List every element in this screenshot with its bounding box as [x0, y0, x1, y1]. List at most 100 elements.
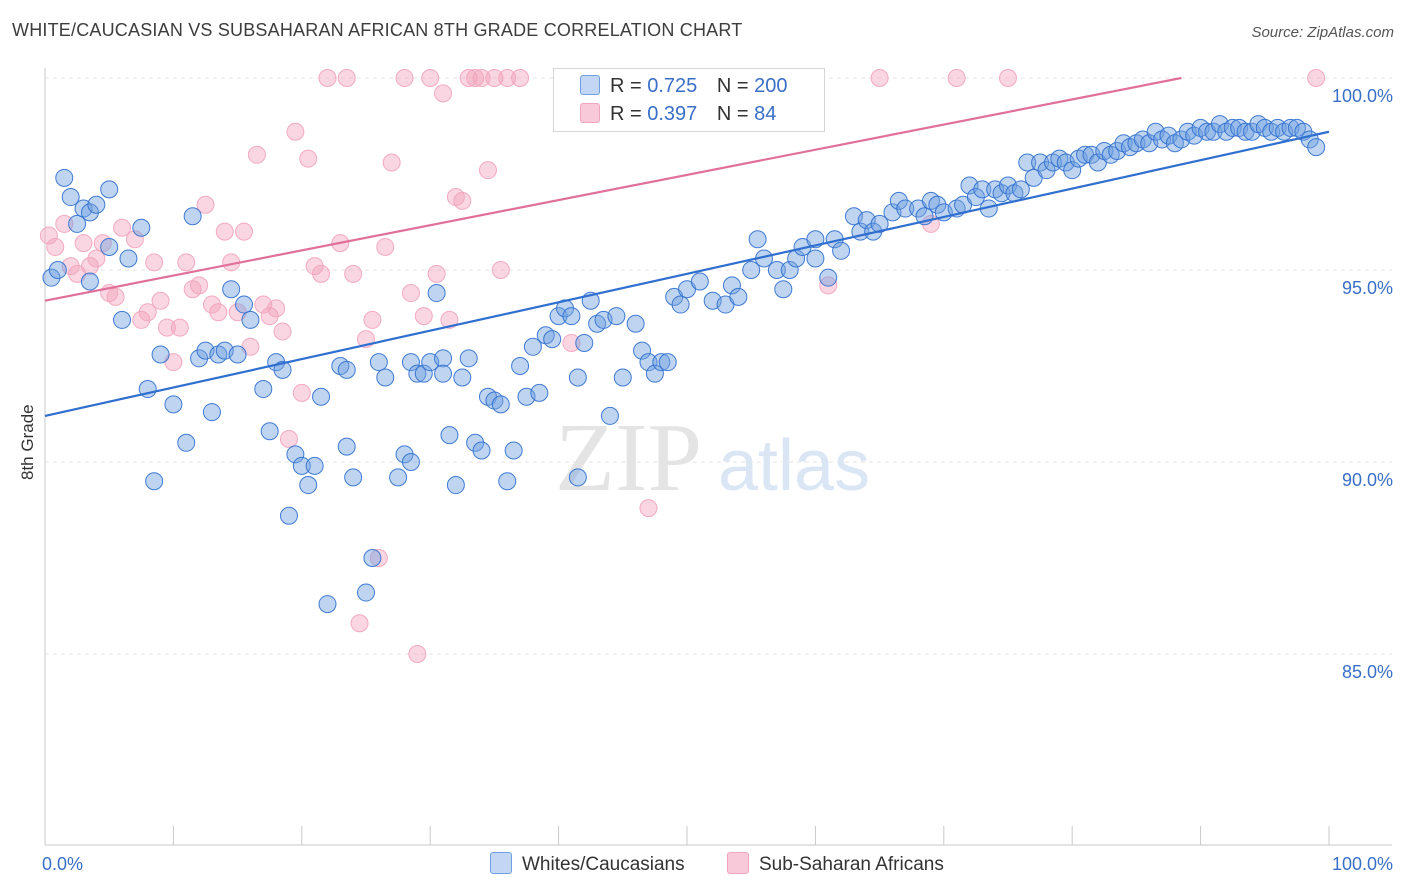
pink-point — [80, 257, 99, 276]
tick-labels: 85.0% 90.0% 95.0% 100.0% 0.0% 100.0% — [42, 86, 1393, 874]
legend-n-label: N = — [716, 103, 749, 125]
blue-point — [600, 406, 619, 425]
legend-row-pink: R = 0.397 N = 84 — [580, 103, 776, 126]
pink-point — [279, 429, 298, 448]
y-tick-label: 90.0% — [1342, 470, 1393, 490]
watermark-atlas: atlas — [718, 426, 870, 506]
blue-points — [42, 115, 1326, 614]
pink-point — [344, 264, 363, 283]
blue-point — [254, 380, 273, 399]
blue-point — [928, 195, 947, 214]
pink-point — [55, 214, 74, 233]
blue-point — [113, 310, 132, 329]
trend-lines — [44, 76, 1330, 417]
pink-point — [639, 499, 658, 518]
bottom-legend-swatch-pink — [727, 852, 749, 874]
blue-point — [658, 353, 677, 372]
blue-point — [896, 199, 915, 218]
pink-point — [292, 383, 311, 402]
pink-point — [459, 69, 478, 87]
pink-point — [132, 310, 151, 329]
blue-point — [395, 445, 414, 464]
pink-point — [312, 264, 331, 283]
source-label: Source: ZipAtlas.com — [1251, 24, 1394, 41]
blue-point — [1307, 138, 1326, 157]
blue-point — [645, 364, 664, 383]
pink-point — [273, 322, 292, 341]
blue-point — [530, 383, 549, 402]
pink-point — [170, 318, 189, 337]
bottom-legend-label-pink: Sub-Saharan Africans — [759, 854, 944, 875]
blue-point — [1031, 153, 1050, 172]
blue-point — [607, 307, 626, 326]
pink-point — [196, 195, 215, 214]
blue-point — [774, 280, 793, 299]
pink-point — [247, 145, 266, 164]
blue-point — [312, 387, 331, 406]
axes — [44, 68, 1392, 846]
pink-point — [395, 69, 414, 87]
blue-point — [369, 353, 388, 372]
blue-point — [889, 191, 908, 210]
pink-point — [472, 69, 491, 87]
pink-point — [427, 264, 446, 283]
blue-point — [832, 241, 851, 260]
pink-point — [157, 318, 176, 337]
blue-point — [806, 249, 825, 268]
pink-point — [39, 226, 58, 245]
blue-point — [299, 476, 318, 495]
y-tick-label: 100.0% — [1332, 86, 1393, 106]
blue-point — [511, 357, 530, 375]
pink-point — [401, 284, 420, 303]
blue-point — [100, 180, 119, 199]
pink-point — [190, 276, 209, 295]
blue-point — [742, 261, 761, 279]
blue-point — [177, 433, 196, 452]
blue-point — [80, 203, 99, 222]
blue-point — [61, 188, 80, 207]
blue-point — [55, 168, 74, 187]
pink-point — [440, 310, 459, 329]
pink-point — [202, 295, 221, 314]
pink-point — [498, 69, 517, 87]
blue-point — [819, 268, 838, 287]
blue-point — [414, 364, 433, 383]
pink-point — [267, 299, 286, 318]
pink-point — [209, 303, 228, 322]
legend-n-label: N = — [716, 75, 749, 97]
blue-point — [498, 472, 517, 491]
blue-point — [241, 310, 260, 329]
blue-point — [613, 368, 632, 387]
blue-point — [671, 295, 690, 314]
pink-point — [286, 122, 305, 141]
blue-point — [357, 583, 375, 602]
blue-point — [87, 195, 106, 214]
legend-n-value: 84 — [754, 103, 777, 125]
y-tick-label: 95.0% — [1342, 278, 1393, 298]
blue-point — [68, 214, 87, 233]
blue-point — [151, 345, 170, 364]
blue-point — [568, 368, 587, 387]
blue-point — [523, 337, 542, 356]
pink-point — [74, 234, 93, 253]
blue-point — [389, 468, 408, 487]
blue-point — [780, 261, 799, 279]
blue-point — [363, 549, 382, 567]
blue-point — [549, 307, 568, 326]
blue-point — [1063, 161, 1082, 180]
blue-point — [729, 287, 748, 306]
blue-point — [408, 364, 427, 383]
blue-point — [260, 422, 279, 441]
pink-point — [562, 333, 581, 352]
legend-r-value: 0.397 — [647, 103, 698, 125]
legend-row-blue: R = 0.725 N = 200 — [580, 75, 788, 98]
blue-point — [1037, 161, 1056, 180]
blue-point — [286, 445, 305, 464]
pink-point — [337, 69, 356, 87]
pink-point — [870, 69, 889, 87]
pink-point — [299, 149, 318, 168]
blue-point — [376, 368, 395, 387]
pink-point — [177, 253, 196, 272]
blue-point — [504, 441, 523, 460]
